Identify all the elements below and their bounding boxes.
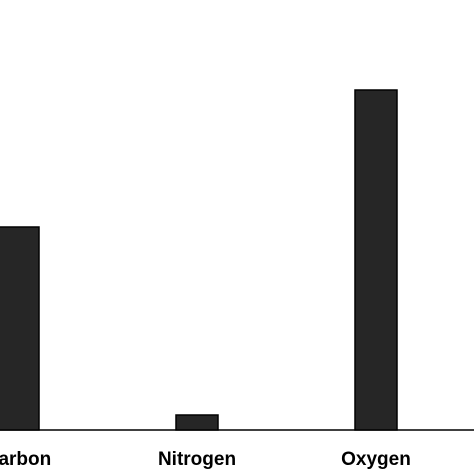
x-tick-label: Oxygen: [341, 449, 411, 470]
x-tick-label: Nitrogen: [158, 449, 236, 470]
bar: [354, 89, 398, 431]
x-tick-label: Carbon: [0, 449, 51, 470]
bar: [175, 414, 219, 431]
bar: [0, 226, 40, 431]
